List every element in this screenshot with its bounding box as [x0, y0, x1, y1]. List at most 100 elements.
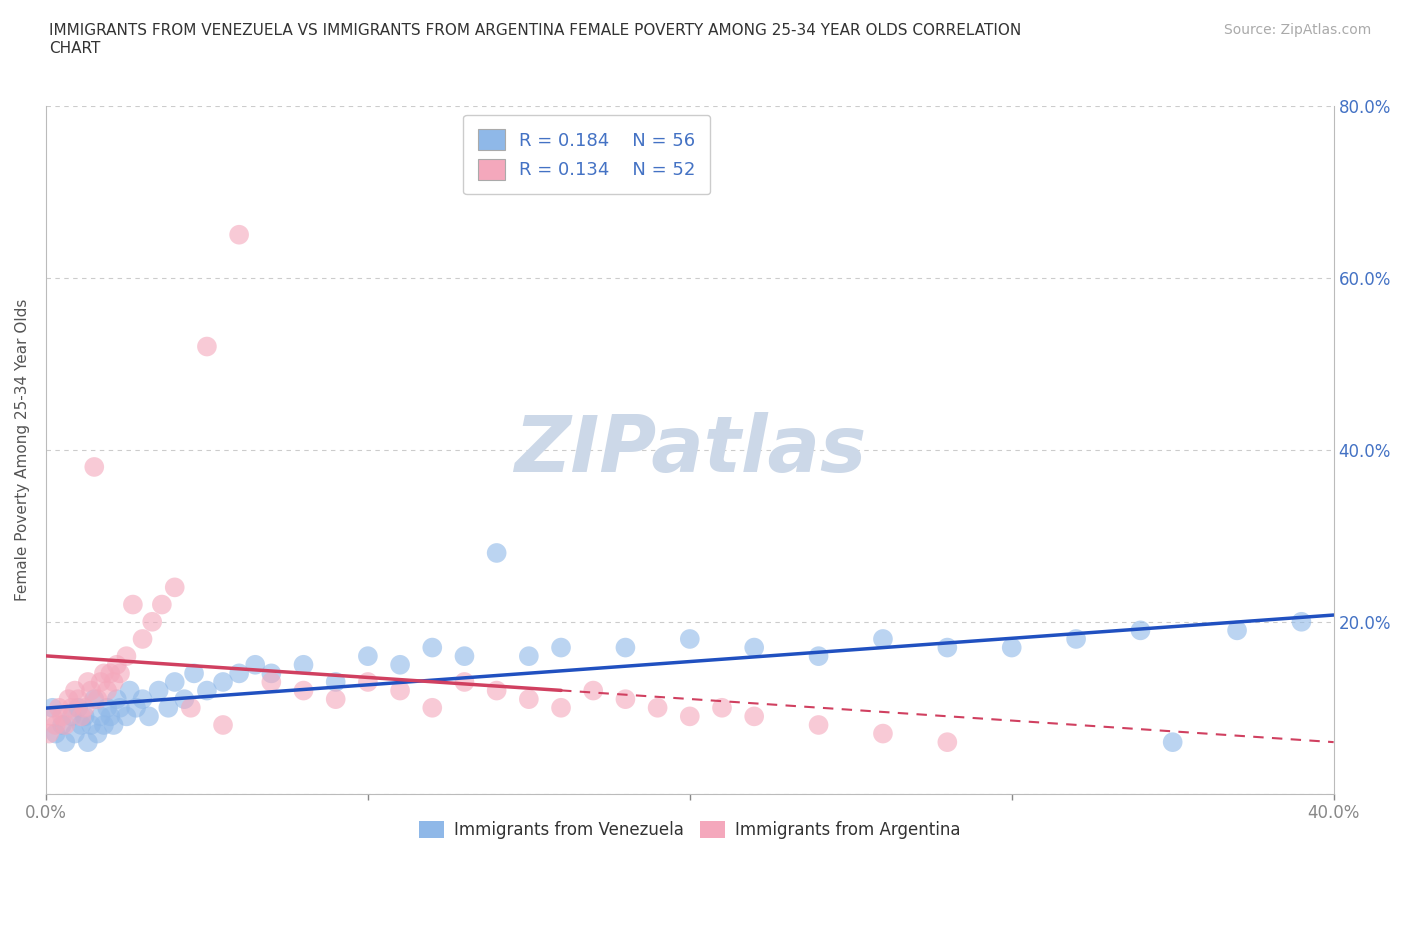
Point — [1001, 640, 1024, 655]
Point — [38, 726, 60, 741]
Point — [807, 718, 830, 733]
Point — [173, 692, 195, 707]
Point — [260, 674, 283, 689]
Point — [180, 700, 202, 715]
Point — [357, 649, 380, 664]
Point — [125, 700, 148, 715]
Point — [86, 692, 108, 707]
Point — [292, 658, 315, 672]
Point — [63, 684, 86, 698]
Point — [550, 700, 572, 715]
Point — [41, 700, 63, 715]
Point — [325, 674, 347, 689]
Point — [228, 666, 250, 681]
Point — [1226, 623, 1249, 638]
Point — [53, 735, 76, 750]
Point — [96, 684, 118, 698]
Point — [614, 640, 637, 655]
Point — [98, 666, 121, 681]
Point — [53, 718, 76, 733]
Point — [936, 640, 959, 655]
Point — [582, 684, 605, 698]
Text: ZIPatlas: ZIPatlas — [513, 412, 866, 487]
Point — [872, 631, 894, 646]
Point — [58, 692, 80, 707]
Text: IMMIGRANTS FROM VENEZUELA VS IMMIGRANTS FROM ARGENTINA FEMALE POVERTY AMONG 25-3: IMMIGRANTS FROM VENEZUELA VS IMMIGRANTS … — [49, 23, 1022, 56]
Point — [103, 674, 125, 689]
Point — [83, 459, 105, 474]
Point — [118, 684, 141, 698]
Point — [245, 658, 267, 672]
Point — [131, 631, 153, 646]
Point — [83, 692, 105, 707]
Point — [76, 674, 98, 689]
Point — [115, 709, 138, 724]
Point — [1161, 735, 1184, 750]
Point — [122, 597, 145, 612]
Point — [45, 718, 67, 733]
Point — [108, 700, 131, 715]
Point — [163, 674, 186, 689]
Point — [76, 735, 98, 750]
Y-axis label: Female Poverty Among 25-34 Year Olds: Female Poverty Among 25-34 Year Olds — [15, 299, 30, 601]
Point — [389, 658, 412, 672]
Point — [195, 339, 218, 354]
Point — [80, 684, 103, 698]
Point — [1291, 615, 1313, 630]
Point — [1064, 631, 1087, 646]
Point — [108, 666, 131, 681]
Point — [93, 718, 115, 733]
Point — [70, 709, 93, 724]
Point — [389, 684, 412, 698]
Point — [98, 709, 121, 724]
Point — [67, 700, 90, 715]
Point — [420, 640, 443, 655]
Point — [212, 718, 235, 733]
Point — [48, 700, 70, 715]
Point — [51, 718, 73, 733]
Point — [183, 666, 205, 681]
Point — [453, 674, 475, 689]
Point — [131, 692, 153, 707]
Point — [517, 692, 540, 707]
Point — [742, 709, 765, 724]
Point — [936, 735, 959, 750]
Point — [679, 631, 702, 646]
Point — [80, 718, 103, 733]
Point — [260, 666, 283, 681]
Point — [614, 692, 637, 707]
Point — [647, 700, 669, 715]
Point — [138, 709, 160, 724]
Point — [63, 726, 86, 741]
Point — [212, 674, 235, 689]
Point — [60, 700, 83, 715]
Point — [485, 684, 508, 698]
Point — [292, 684, 315, 698]
Point — [70, 718, 93, 733]
Point — [51, 709, 73, 724]
Point — [93, 666, 115, 681]
Point — [60, 709, 83, 724]
Point — [115, 649, 138, 664]
Point — [73, 709, 96, 724]
Point — [150, 597, 173, 612]
Point — [807, 649, 830, 664]
Point — [148, 684, 170, 698]
Point — [41, 709, 63, 724]
Point — [86, 726, 108, 741]
Text: Source: ZipAtlas.com: Source: ZipAtlas.com — [1223, 23, 1371, 37]
Point — [228, 227, 250, 242]
Point — [711, 700, 734, 715]
Point — [67, 692, 90, 707]
Point — [485, 546, 508, 561]
Point — [1129, 623, 1152, 638]
Legend: Immigrants from Venezuela, Immigrants from Argentina: Immigrants from Venezuela, Immigrants fr… — [411, 813, 969, 847]
Point — [103, 718, 125, 733]
Point — [157, 700, 180, 715]
Point — [453, 649, 475, 664]
Point — [357, 674, 380, 689]
Point — [96, 700, 118, 715]
Point — [105, 692, 128, 707]
Point — [105, 658, 128, 672]
Point — [141, 615, 163, 630]
